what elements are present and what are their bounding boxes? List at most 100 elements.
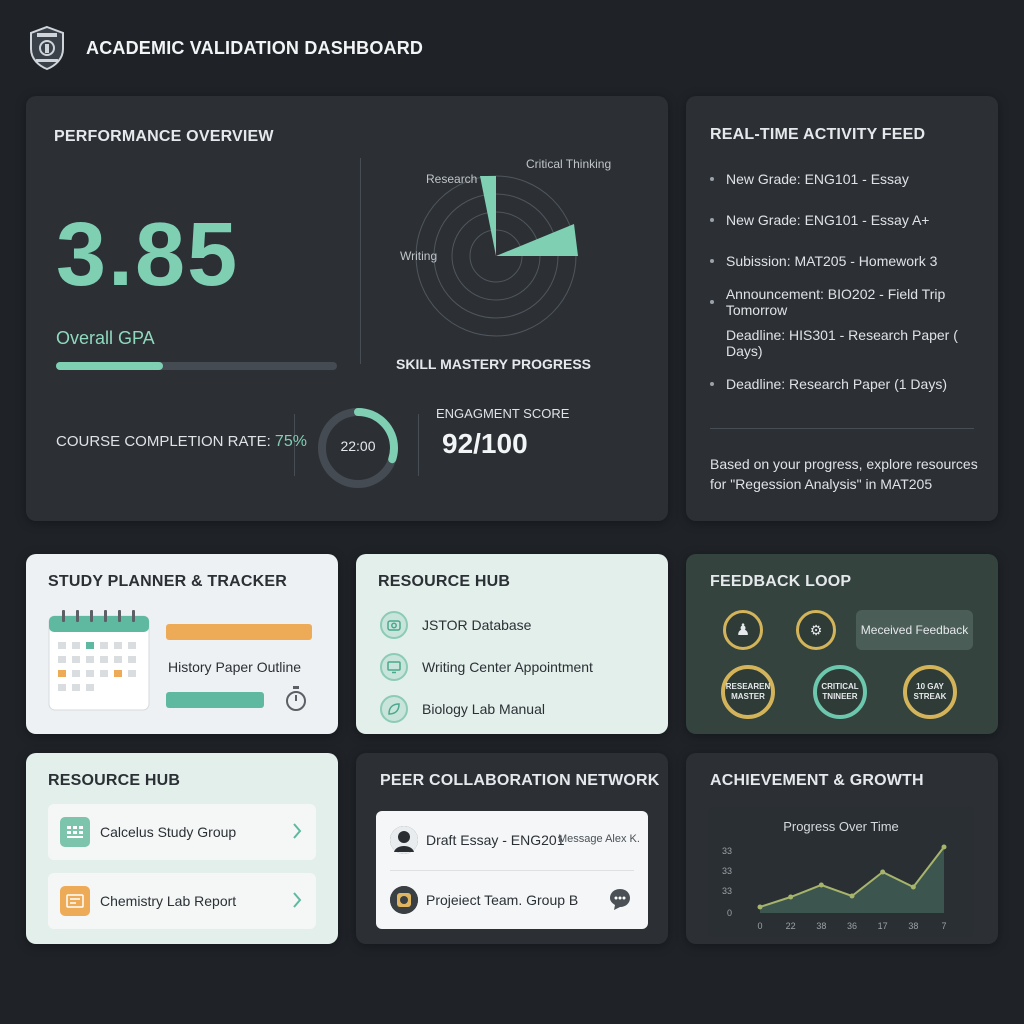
gpa-progress-fill <box>56 362 163 370</box>
monitor-icon <box>380 653 408 681</box>
chevron-right-icon[interactable] <box>292 822 302 840</box>
planner-task[interactable]: History Paper Outline <box>168 659 302 675</box>
feed-item-text: Deadline: Research Paper (1 Days) <box>726 375 947 392</box>
resource-item-jstor[interactable]: JSTOR Database <box>380 610 531 640</box>
critical-thinker-badge[interactable]: CRITICAL TNINEER <box>813 665 867 719</box>
document-icon <box>60 886 90 916</box>
chart-title: Progress Over Time <box>783 819 899 834</box>
performance-overview-card: PERFORMANCE OVERVIEW 3.85 Overall GPA Re… <box>26 96 668 521</box>
gear-icon[interactable]: ⚙ <box>796 610 836 650</box>
timer-icon[interactable] <box>284 686 308 712</box>
skill-label-writing: Writing <box>400 249 437 263</box>
completion-value: 75% <box>274 433 307 450</box>
feed-item[interactable]: New Grade: ENG101 - Essay <box>710 158 998 199</box>
resource-row-label: Calcelus Study Group <box>100 824 237 840</box>
progress-chart-svg: Progress Over Time 0 22 38 36 17 38 7 0 33 33 33 <box>722 819 947 931</box>
chess-knight-icon[interactable]: ♟ <box>723 610 763 650</box>
research-master-badge[interactable]: RESEAREN MASTER <box>721 665 775 719</box>
divider <box>390 870 634 871</box>
feedback-loop-card: FEEDBACK LOOP ♟ ⚙ Meceived Feedback RESE… <box>686 554 998 734</box>
feed-list: New Grade: ENG101 - Essay New Grade: ENG1… <box>710 158 998 404</box>
peer-row-project-team[interactable]: Projeiect Team. Group B <box>390 885 578 915</box>
resource-hub-card: RESOURCE HUB JSTOR Database Writing Cent… <box>356 554 668 734</box>
feed-item[interactable]: Deadline: HIS301 - Research Paper ( Days… <box>710 322 998 363</box>
app-header: ACADEMIC VALIDATION DASHBOARD <box>28 24 423 72</box>
badge-line: STREAK <box>913 692 947 701</box>
divider <box>418 414 419 476</box>
resource-hub-card-secondary: RESOURCE HUB Calcelus Study Group Chemis… <box>26 753 338 944</box>
feed-item-text: Deadline: HIS301 - Research Paper ( Days… <box>726 326 958 359</box>
gpa-label: Overall GPA <box>56 328 155 348</box>
feed-item-text: New Grade: ENG101 - Essay A+ <box>726 211 930 228</box>
skill-label-research: Research <box>426 172 477 186</box>
day-streak-badge[interactable]: 10 GAY STREAK <box>903 665 957 719</box>
completion-label: COURSE COMPLETION RATE: <box>56 433 271 450</box>
skill-label-critical: Critical Thinking <box>526 157 611 171</box>
timer-ring <box>318 408 398 488</box>
chevron-right-icon[interactable] <box>292 891 302 909</box>
peer-row-draft-essay[interactable]: Draft Essay - ENG201 <box>390 825 565 855</box>
resource-item-biology-lab[interactable]: Biology Lab Manual <box>380 694 545 724</box>
engagement-label: ENGAGMENT SCORE <box>436 406 570 421</box>
chart-point <box>910 884 916 890</box>
x-tick-label: 38 <box>908 921 918 931</box>
skill-mastery-title: SKILL MASTERY PROGRESS <box>396 356 591 372</box>
badge-line: 10 GAY <box>916 682 944 691</box>
received-feedback-button[interactable]: Meceived Feedback <box>856 610 973 650</box>
bullet-dot <box>710 217 714 222</box>
resource-item-label: Biology Lab Manual <box>422 701 545 717</box>
avatar <box>390 826 418 854</box>
badge-line: RESEAREN <box>725 682 771 691</box>
progress-chart: Progress Over Time 0 22 38 36 17 38 7 0 33 33 33 <box>708 807 974 937</box>
x-tick-label: 22 <box>786 921 796 931</box>
divider <box>294 414 295 476</box>
shield-crest-icon <box>30 25 64 71</box>
chart-point <box>757 904 763 910</box>
feed-item[interactable]: Deadline: Research Paper (1 Days) <box>710 363 998 404</box>
hub2-title: RESOURCE HUB <box>48 772 181 789</box>
avatar <box>390 886 418 914</box>
gpa-value: 3.85 <box>56 205 240 305</box>
study-planner-card: STUDY PLANNER & TRACKER History Paper Ou… <box>26 554 338 734</box>
bullet-dot <box>710 341 714 345</box>
activity-feed-card: REAL-TIME ACTIVITY FEED New Grade: ENG10… <box>686 96 998 521</box>
task-bar-teal <box>166 692 264 708</box>
peer-row-label: Draft Essay - ENG201 <box>426 832 565 848</box>
resource-row-chemistry[interactable]: Chemistry Lab Report <box>48 873 316 929</box>
peer-collaboration-card: PEER COLLABORATION NETWORK Draft Essay -… <box>356 753 668 944</box>
resource-item-label: JSTOR Database <box>422 617 532 633</box>
leaf-icon <box>380 695 408 723</box>
badge-line: CRITICAL <box>821 682 859 691</box>
feed-item[interactable]: Announcement: BIO202 - Field Trip Tomorr… <box>710 281 998 322</box>
gpa-progress-track <box>56 362 337 370</box>
badge-line: MASTER <box>731 692 765 701</box>
skill-wedge-writing <box>496 224 578 256</box>
badge-line: TNINEER <box>822 692 858 701</box>
camera-icon <box>380 611 408 639</box>
peer-list: Draft Essay - ENG201 Message Alex K. Pro… <box>376 811 648 929</box>
app-title: ACADEMIC VALIDATION DASHBOARD <box>86 37 424 58</box>
y-tick-label: 33 <box>722 866 732 876</box>
chart-area <box>760 847 944 913</box>
divider <box>710 428 974 429</box>
x-tick-label: 36 <box>847 921 857 931</box>
feed-item[interactable]: New Grade: ENG101 - Essay A+ <box>710 199 998 240</box>
chart-point <box>880 869 886 875</box>
task-bar-orange <box>166 624 312 640</box>
resource-item-writing-center[interactable]: Writing Center Appointment <box>380 652 593 682</box>
feedback-title: FEEDBACK LOOP <box>710 573 852 590</box>
chat-bubble-icon[interactable] <box>608 887 632 911</box>
calendar-icon[interactable] <box>48 610 150 712</box>
feed-suggestion[interactable]: Based on your progress, explore resource… <box>710 456 978 492</box>
x-tick-label: 0 <box>757 921 762 931</box>
message-link[interactable]: Message Alex K. <box>558 833 640 845</box>
achievement-title: ACHIEVEMENT & GROWTH <box>710 772 924 789</box>
engagement-value: 92/100 <box>442 428 528 459</box>
resource-row-calculus[interactable]: Calcelus Study Group <box>48 804 316 860</box>
bullet-dot <box>710 176 714 181</box>
x-tick-label: 7 <box>941 921 946 931</box>
grid-icon <box>60 817 90 847</box>
chart-point <box>849 893 855 899</box>
feed-item[interactable]: Subission: MAT205 - Homework 3 <box>710 240 998 281</box>
skill-wedge-critical <box>480 176 496 256</box>
